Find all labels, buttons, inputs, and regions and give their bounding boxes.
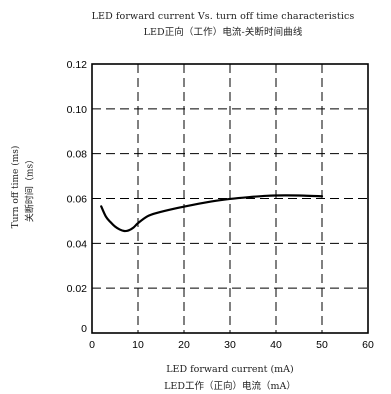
y-tick-label: 0.04 xyxy=(67,238,88,250)
y-tick-label: 0.12 xyxy=(67,59,88,71)
x-tick-label: 0 xyxy=(89,339,95,351)
x-tick-label: 50 xyxy=(316,339,328,351)
chart-subtitle: LED正向（工作）电流-关断时间曲线 xyxy=(143,27,303,38)
y-tick-label: 0.08 xyxy=(67,149,88,161)
y-tick-label: 0 xyxy=(81,323,87,335)
tick-labels: 0 10 20 30 40 50 60 0 0.02 0.04 0.06 0.08 0.10 0.12 xyxy=(67,59,374,351)
x-tick-label: 40 xyxy=(270,339,282,351)
x-tick-label: 60 xyxy=(362,339,374,351)
plot-frame xyxy=(91,63,369,334)
series-group xyxy=(100,194,324,233)
y-tick-label: 0.06 xyxy=(67,194,88,206)
y-tick-label: 0.10 xyxy=(67,104,88,116)
y-tick-label: 0.02 xyxy=(67,283,88,295)
x-tick-label: 20 xyxy=(178,339,190,351)
x-tick-label: 30 xyxy=(224,339,236,351)
series-line xyxy=(100,194,324,233)
chart-title: LED forward current Vs. turn off time ch… xyxy=(91,11,355,22)
x-tick-label: 10 xyxy=(132,339,144,351)
grid-lines xyxy=(92,64,368,333)
x-axis-label: LED forward current (mA) xyxy=(166,364,294,375)
x-axis-label-cn: LED工作（正向）电流（mA） xyxy=(164,381,296,392)
